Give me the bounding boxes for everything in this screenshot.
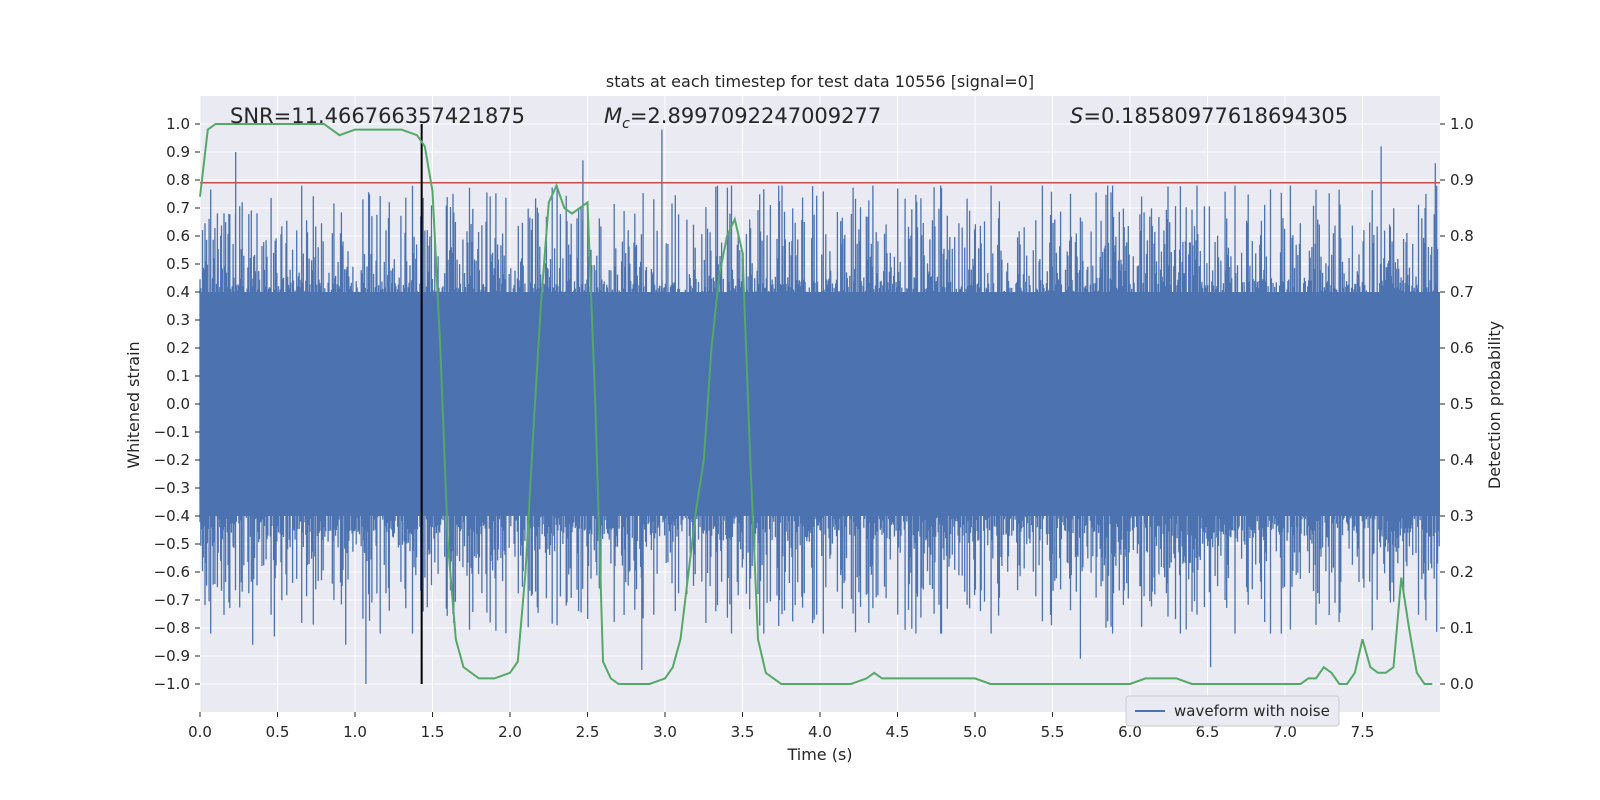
y-right-tick-labels: 1.0 0.9 0.8 0.7 0.6 0.5 0.4 0.3 0.2 0.1 0.0 xyxy=(1440,115,1474,693)
y-left-tick-label: 0.7 xyxy=(166,199,190,217)
detection-probability-line xyxy=(199,123,1433,685)
legend-label: waveform with noise xyxy=(1174,702,1330,720)
y-right-tick-label: 0.3 xyxy=(1450,507,1474,525)
x-tick-label: 4.5 xyxy=(886,723,910,741)
waveform-line xyxy=(199,129,1440,684)
chirp-mass-symbol: M xyxy=(604,104,622,128)
x-tick-label: 7.0 xyxy=(1273,723,1297,741)
x-tick-label: 4.0 xyxy=(808,723,832,741)
chirp-mass-annotation: Mc=2.8997092247009277 xyxy=(604,104,881,132)
y-right-axis-label: Detection probability xyxy=(1485,321,1504,489)
x-tick-label: 6.0 xyxy=(1118,723,1142,741)
legend: waveform with noise xyxy=(1125,695,1340,727)
y-right-tick-label: 0.9 xyxy=(1450,171,1474,189)
y-left-tick-label: 0.2 xyxy=(166,339,190,357)
y-right-tick-label: 0.6 xyxy=(1450,339,1474,357)
y-left-tick-label: 0.6 xyxy=(166,227,190,245)
y-left-tick-label: −0.7 xyxy=(154,591,190,609)
y-left-tick-label: 0.5 xyxy=(166,255,190,273)
x-tick-label: 0.5 xyxy=(266,723,290,741)
y-left-tick-label: 0.9 xyxy=(166,143,190,161)
y-right-tick-label: 0.1 xyxy=(1450,619,1474,637)
y-left-tick-label: −0.8 xyxy=(154,619,190,637)
x-tick-label: 5.5 xyxy=(1041,723,1065,741)
y-right-tick-label: 0.4 xyxy=(1450,451,1474,469)
statistic-symbol: S xyxy=(1070,104,1083,128)
x-tick-label: 7.5 xyxy=(1351,723,1375,741)
y-right-tick-label: 0.8 xyxy=(1450,227,1474,245)
x-tick-label: 6.5 xyxy=(1196,723,1220,741)
x-tick-label: 2.5 xyxy=(576,723,600,741)
x-tick-label: 5.0 xyxy=(963,723,987,741)
y-left-tick-label: −0.9 xyxy=(154,647,190,665)
y-left-axis-label: Whitened strain xyxy=(124,341,143,468)
y-left-tick-label: 1.0 xyxy=(166,115,190,133)
x-axis-label: Time (s) xyxy=(786,745,852,764)
y-right-tick-label: 0.5 xyxy=(1450,395,1474,413)
x-tick-label: 2.0 xyxy=(498,723,522,741)
y-left-tick-label: 0.3 xyxy=(166,311,190,329)
x-tick-label: 1.5 xyxy=(421,723,445,741)
x-tick-label: 0.0 xyxy=(188,723,212,741)
chart-title: stats at each timestep for test data 105… xyxy=(606,72,1034,91)
x-tick-label: 3.5 xyxy=(731,723,755,741)
y-left-tick-label: 0.4 xyxy=(166,283,190,301)
chirp-mass-value: =2.8997092247009277 xyxy=(630,104,881,128)
y-left-tick-label: 0.1 xyxy=(166,367,190,385)
y-left-tick-label: −1.0 xyxy=(154,675,190,693)
y-left-tick-label: −0.1 xyxy=(154,423,190,441)
y-left-tick-label: −0.4 xyxy=(154,507,190,525)
y-right-tick-label: 0.7 xyxy=(1450,283,1474,301)
y-right-tick-label: 1.0 xyxy=(1450,115,1474,133)
x-tick-labels: 0.0 0.5 1.0 1.5 2.0 2.5 3.0 3.5 4.0 4.5 5.0 5.5 6.0 6… xyxy=(188,712,1374,741)
y-left-tick-label: −0.3 xyxy=(154,479,190,497)
legend-box xyxy=(1125,695,1340,727)
x-tick-label: 1.0 xyxy=(343,723,367,741)
y-left-tick-label: 0.8 xyxy=(166,171,190,189)
x-tick-label: 3.0 xyxy=(653,723,677,741)
y-left-tick-labels: 1.0 0.9 0.8 0.7 0.6 0.5 0.4 0.3 0.2 0.1 0.0 −0.1 −0.… xyxy=(154,115,200,693)
y-left-tick-label: 0.0 xyxy=(166,395,190,413)
chirp-mass-subscript: c xyxy=(622,116,630,132)
statistic-value: =0.18580977618694305 xyxy=(1083,104,1348,128)
y-left-tick-label: −0.2 xyxy=(154,451,190,469)
statistic-annotation: S=0.18580977618694305 xyxy=(1070,104,1348,128)
y-right-tick-label: 0.2 xyxy=(1450,563,1474,581)
y-right-tick-label: 0.0 xyxy=(1450,675,1474,693)
y-left-tick-label: −0.5 xyxy=(154,535,190,553)
snr-annotation: SNR=11.466766357421875 xyxy=(230,104,525,128)
y-left-tick-label: −0.6 xyxy=(154,563,190,581)
waveform-series xyxy=(199,129,1440,684)
overlays xyxy=(199,123,1440,685)
